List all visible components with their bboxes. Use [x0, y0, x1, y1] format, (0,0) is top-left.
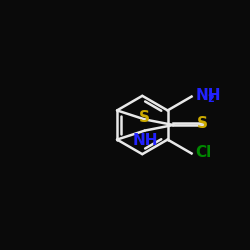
Text: 2: 2	[207, 94, 214, 104]
Text: S: S	[139, 110, 150, 125]
Text: S: S	[197, 116, 208, 130]
Text: Cl: Cl	[195, 146, 212, 160]
Text: NH: NH	[132, 132, 158, 148]
Text: NH: NH	[195, 88, 221, 103]
